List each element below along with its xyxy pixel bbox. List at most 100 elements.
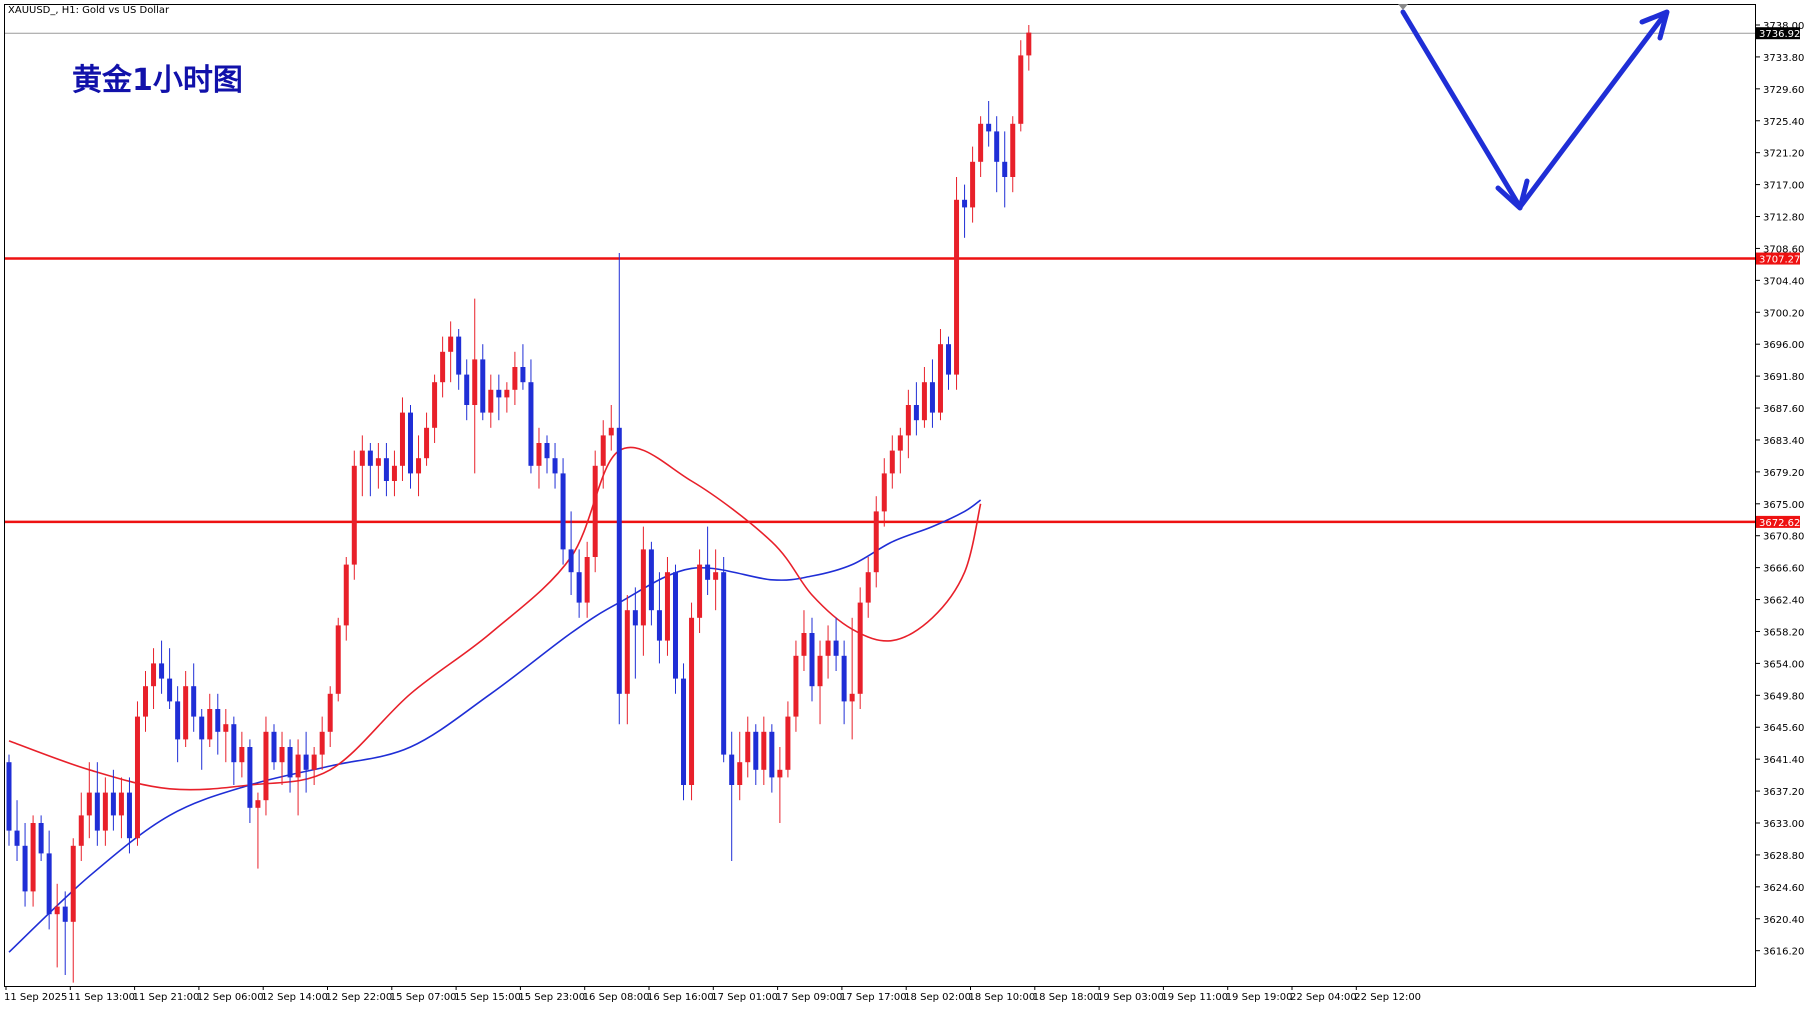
drawn-arrow-layer (1398, 4, 1670, 211)
y-tick-label: 3679.20 (1763, 468, 1804, 479)
candle (921, 367, 927, 428)
candle-body (134, 716, 140, 839)
x-tick-label: 19 Sep 19:00 (1226, 992, 1293, 1003)
y-tick-label: 3662.40 (1763, 596, 1804, 607)
candle (849, 617, 855, 740)
candle (504, 382, 510, 413)
candle (335, 617, 341, 702)
candle (737, 731, 743, 801)
candle (881, 458, 887, 527)
candle-body (865, 572, 871, 603)
candle (183, 671, 189, 747)
candle (231, 716, 237, 785)
candle (46, 830, 52, 930)
candle (825, 625, 831, 679)
candle-body (640, 549, 646, 626)
candle-body (552, 458, 558, 474)
candle (480, 344, 486, 421)
x-tick-label: 16 Sep 16:00 (647, 992, 714, 1003)
y-tick-label: 3628.80 (1763, 851, 1804, 862)
candle-body (721, 572, 727, 755)
candle-body (367, 450, 373, 466)
candle (223, 709, 229, 763)
candle-body (416, 458, 422, 474)
candle (1018, 40, 1024, 132)
candle-body (785, 716, 791, 770)
marker-triangle-icon (1398, 4, 1408, 10)
candle (624, 595, 630, 725)
candle (1026, 25, 1032, 71)
x-tick-label: 11 Sep 21:00 (133, 992, 200, 1003)
x-tick-label: 17 Sep 01:00 (711, 992, 778, 1003)
candle-body (62, 906, 68, 922)
candle-body (632, 610, 638, 626)
candle (648, 541, 654, 626)
candle-body (54, 906, 60, 915)
candle (753, 724, 759, 785)
candle-body (512, 367, 518, 390)
candle-body (375, 458, 381, 466)
candle (207, 693, 213, 747)
candle-body (753, 731, 759, 770)
y-tick-label: 3704.40 (1763, 276, 1804, 287)
candle-body (279, 747, 285, 763)
candle (167, 648, 173, 709)
level-tag-resistance (1756, 252, 1800, 265)
candle-body (946, 344, 952, 375)
candle-body (962, 199, 968, 208)
level-tag-support (1756, 515, 1800, 528)
candle-body (809, 633, 815, 687)
candle (600, 420, 606, 489)
candle-body (70, 845, 76, 922)
x-tick-label: 15 Sep 07:00 (390, 992, 457, 1003)
candle-body (383, 458, 389, 481)
candle (616, 253, 622, 725)
candle (279, 731, 285, 785)
candle-body (22, 845, 28, 892)
x-tick-label: 11 Sep 2025 (4, 992, 67, 1003)
symbol-label: XAUUSD_, H1: Gold vs US Dollar (8, 5, 170, 16)
candle (946, 336, 952, 390)
x-tick-label: 19 Sep 03:00 (1097, 992, 1164, 1003)
y-tick-label: 3691.80 (1763, 372, 1804, 383)
x-tick-label: 12 Sep 14:00 (261, 992, 328, 1003)
candle-body (648, 549, 654, 611)
candle (191, 663, 197, 732)
candle-body (1002, 161, 1008, 177)
candle-body (584, 557, 590, 603)
candle (913, 382, 919, 436)
candle (552, 443, 558, 489)
candle-body (488, 389, 494, 413)
candle (22, 823, 28, 907)
arrow-down-segment (1400, 9, 1523, 210)
y-tick-label: 3721.20 (1763, 149, 1804, 160)
candle-body (970, 161, 976, 208)
candle-body (745, 731, 751, 763)
y-tick-label: 3717.00 (1763, 181, 1804, 192)
candle-body (30, 823, 36, 892)
candle-body (223, 724, 229, 732)
y-tick-label: 3641.40 (1763, 755, 1804, 766)
candle-body (528, 382, 534, 466)
candle (865, 557, 871, 618)
candle (159, 640, 165, 694)
plot-frame (4, 4, 1756, 987)
price-axis: 3738.00 3733.80 3729.60 3725.40 3721.20 3717.… (1755, 21, 1804, 958)
candle-body (207, 709, 213, 740)
candle (375, 443, 381, 489)
candle-body (191, 686, 197, 717)
candle-body (496, 389, 502, 398)
x-tick-label: 19 Sep 11:00 (1161, 992, 1228, 1003)
candle-body (576, 572, 582, 603)
candle-body (592, 465, 598, 557)
candle-body (608, 427, 614, 436)
candle (697, 549, 703, 633)
candle-body (440, 351, 446, 383)
candle-body (38, 823, 44, 854)
candle (889, 435, 895, 489)
candle (656, 572, 662, 664)
level-tag-text-resistance: 3707.27 (1759, 255, 1800, 266)
candle-body (271, 731, 277, 763)
candle (239, 731, 245, 778)
y-tick-label: 3645.60 (1763, 723, 1804, 734)
